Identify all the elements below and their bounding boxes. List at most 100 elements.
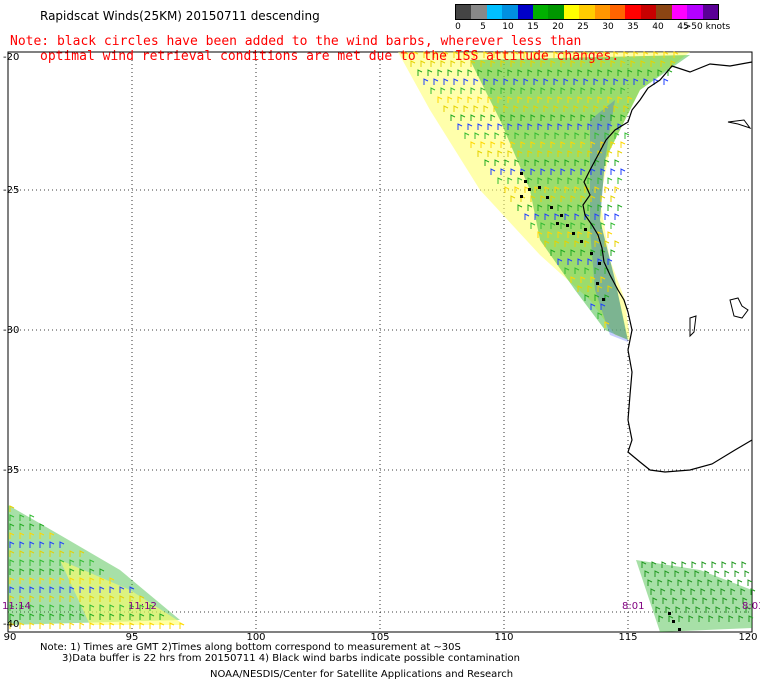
footnote-line2: 3)Data buffer is 22 hrs from 20150711 4)…: [62, 653, 520, 664]
wind-barb: [79, 595, 85, 602]
wind-barb: [513, 51, 519, 58]
wind-barb: [617, 150, 623, 157]
wind-barb: [494, 132, 500, 139]
wind-barb: [580, 276, 586, 283]
wind-barb: [711, 561, 717, 568]
wind-barb: [550, 195, 556, 202]
wind-barb: [457, 69, 463, 76]
wind-barb: [685, 606, 691, 613]
pass-time: 8:01: [622, 601, 644, 612]
wind-barb: [544, 213, 550, 220]
wind-barb: [600, 276, 606, 283]
contamination-marker: [528, 188, 531, 191]
pass-time-labels: 11:14 11:12 8:01 8:03: [2, 601, 760, 612]
wind-barb: [690, 588, 696, 595]
wind-barb: [607, 285, 613, 292]
wind-barb: [487, 96, 493, 103]
wind-barb: [738, 615, 744, 622]
wind-barb: [470, 60, 476, 67]
lon-tick-label: 110: [494, 632, 513, 643]
wind-barb: [607, 231, 613, 238]
wind-barb: [487, 69, 493, 76]
contamination-marker: [556, 222, 559, 225]
wind-barb: [443, 51, 449, 58]
scale-swatch: [456, 5, 472, 19]
wind-barb: [584, 132, 590, 139]
wind-barb: [39, 568, 45, 575]
wind-barb: [730, 588, 736, 595]
wind-barb: [129, 613, 135, 620]
wind-barb: [650, 588, 656, 595]
lat-tick-label: -40: [3, 619, 19, 630]
wind-barb: [653, 78, 659, 85]
wind-barb: [79, 622, 85, 629]
wind-barb: [59, 595, 65, 602]
wind-barb: [99, 577, 105, 584]
wind-barb: [580, 168, 586, 175]
wind-barb: [129, 622, 135, 629]
wind-barb: [500, 168, 506, 175]
wind-barb: [480, 141, 486, 148]
wind-barb: [29, 613, 35, 620]
wind-barb: [69, 568, 75, 575]
wind-barb: [557, 231, 563, 238]
wind-barb: [139, 595, 145, 602]
wind-barb: [533, 105, 539, 112]
wind-barb: [450, 114, 456, 121]
wind-barb: [527, 123, 533, 130]
wind-barb: [89, 595, 95, 602]
wind-barb: [610, 60, 616, 67]
wind-barb: [590, 87, 596, 94]
wind-barb: [89, 568, 95, 575]
wind-barb: [497, 96, 503, 103]
contamination-marker: [668, 612, 671, 615]
wind-barb: [403, 51, 409, 58]
wind-barb: [695, 606, 701, 613]
wind-barb: [89, 577, 95, 584]
wind-barb: [483, 105, 489, 112]
wind-barb: [524, 186, 530, 193]
wind-barb: [417, 69, 423, 76]
wind-barb: [560, 141, 566, 148]
wind-barb: [493, 78, 499, 85]
wind-barb: [620, 168, 626, 175]
wind-barb: [593, 51, 599, 58]
wind-barb: [480, 60, 486, 67]
wind-barb: [530, 141, 536, 148]
wind-barb: [714, 570, 720, 577]
wind-barb: [9, 577, 15, 584]
wind-barb: [69, 622, 75, 629]
wind-barb: [554, 132, 560, 139]
wind-barb: [530, 195, 536, 202]
wind-barb: [613, 51, 619, 58]
wind-barb: [560, 87, 566, 94]
contamination-marker: [678, 628, 681, 631]
wind-barb: [9, 568, 15, 575]
lon-tick-label: 100: [246, 632, 265, 643]
wind-barb: [514, 159, 520, 166]
wind-barb: [9, 586, 15, 593]
wind-swath-main: [398, 52, 690, 342]
wind-barb: [507, 150, 513, 157]
wind-barb: [610, 168, 616, 175]
scale-label: 15: [527, 22, 539, 32]
wind-barb: [667, 579, 673, 586]
wind-barb: [590, 60, 596, 67]
wind-barb: [627, 96, 633, 103]
wind-barb: [587, 285, 593, 292]
scale-swatch: [563, 5, 580, 19]
wind-barb: [9, 622, 15, 629]
wind-barb: [29, 532, 35, 539]
wind-barb: [547, 69, 553, 76]
wind-barb: [594, 294, 600, 301]
wind-barb: [597, 96, 603, 103]
contamination-marker: [602, 298, 605, 301]
wind-barb: [109, 595, 115, 602]
wind-barb: [39, 541, 45, 548]
wind-barb: [554, 240, 560, 247]
wind-barb: [580, 222, 586, 229]
wind-barb: [613, 105, 619, 112]
wind-barb: [587, 231, 593, 238]
wind-barb: [607, 204, 613, 211]
wind-barb: [517, 96, 523, 103]
